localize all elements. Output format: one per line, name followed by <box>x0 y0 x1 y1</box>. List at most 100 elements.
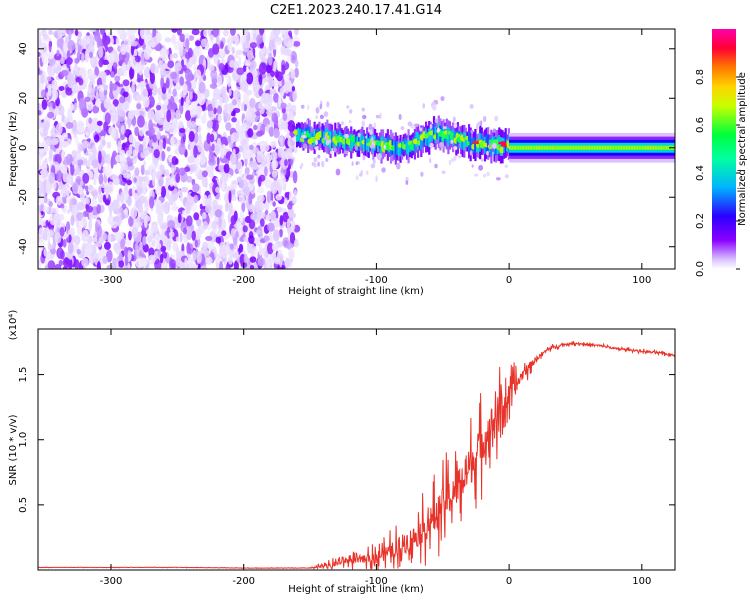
heatmap-cell <box>241 74 247 82</box>
heatmap-cell <box>396 141 399 155</box>
heatmap-cell <box>133 177 137 183</box>
heatmap-cell <box>268 102 272 113</box>
heatmap-cell <box>253 246 257 256</box>
heatmap-cell <box>305 118 309 125</box>
heatmap-cell <box>114 75 121 82</box>
heatmap-cell <box>236 161 242 170</box>
heatmap-cell <box>116 215 122 226</box>
heatmap-cell <box>494 115 499 122</box>
heatmap-cell <box>106 141 112 149</box>
heatmap-cell <box>172 52 179 59</box>
heatmap-cell <box>556 146 559 149</box>
heatmap-cell <box>201 170 208 178</box>
spectrogram-x-label: Height of straight line (km) <box>288 286 424 297</box>
heatmap-cell <box>174 40 180 51</box>
heatmap-cell <box>225 263 231 269</box>
heatmap-cell <box>202 220 208 230</box>
heatmap-cell <box>631 146 633 149</box>
heatmap-cell <box>169 53 173 61</box>
heatmap-cell <box>71 160 78 166</box>
heatmap-cell <box>588 146 591 149</box>
heatmap-cell <box>185 110 192 122</box>
heatmap-cell <box>599 146 601 149</box>
heatmap-cell <box>54 234 62 244</box>
heatmap-cell <box>118 260 125 268</box>
heatmap-cell <box>143 136 150 143</box>
heatmap-cell <box>189 91 193 101</box>
heatmap-cell <box>639 146 641 149</box>
heatmap-cell <box>38 109 42 116</box>
heatmap-cell <box>266 190 272 203</box>
heatmap-cell <box>625 146 628 149</box>
heatmap-cell <box>68 234 72 242</box>
heatmap-cell <box>54 107 60 115</box>
heatmap-cell <box>102 194 106 203</box>
heatmap-cell <box>98 46 104 59</box>
heatmap-cell <box>554 146 556 149</box>
heatmap-cell <box>67 208 71 215</box>
heatmap-cell <box>279 256 283 268</box>
heatmap-cell <box>480 158 484 162</box>
heatmap-cell <box>98 130 107 137</box>
heatmap-cell <box>138 80 147 88</box>
heatmap-cell <box>198 81 206 94</box>
heatmap-cell <box>240 138 247 146</box>
heatmap-cell <box>110 220 118 229</box>
heatmap-cell <box>137 110 145 117</box>
heatmap-cell <box>266 242 274 255</box>
heatmap-cell <box>193 194 199 204</box>
heatmap-cell <box>257 257 266 267</box>
heatmap-cell <box>145 229 153 236</box>
heatmap-cell <box>398 113 402 121</box>
x-tick-label: -300 <box>100 275 123 286</box>
heatmap-cell <box>257 186 265 194</box>
heatmap-cell <box>239 210 244 223</box>
heatmap-cell <box>106 264 114 269</box>
heatmap-cell <box>270 181 278 195</box>
heatmap-cell <box>74 66 83 77</box>
heatmap-cell <box>38 102 41 108</box>
heatmap-cell <box>229 59 236 68</box>
heatmap-cell <box>157 214 164 226</box>
heatmap-cell <box>147 95 155 108</box>
heatmap-cell <box>543 146 546 149</box>
heatmap-cell <box>160 185 167 198</box>
heatmap-cell <box>159 253 164 264</box>
heatmap-cell <box>69 199 73 212</box>
heatmap-cell <box>243 186 251 195</box>
heatmap-cell <box>104 102 112 109</box>
heatmap-cell <box>41 89 47 98</box>
heatmap-cell <box>301 134 306 139</box>
heatmap-cell <box>96 36 102 49</box>
heatmap-cell <box>39 83 44 91</box>
heatmap-cell <box>158 59 165 69</box>
heatmap-cell <box>46 101 54 107</box>
heatmap-cell <box>120 238 125 250</box>
heatmap-cell <box>42 125 47 137</box>
heatmap-cell <box>65 153 74 166</box>
heatmap-cell <box>270 140 277 149</box>
heatmap-cell <box>420 171 424 177</box>
heatmap-cell <box>88 29 97 33</box>
heatmap-cell <box>162 169 170 176</box>
heatmap-cell <box>148 126 155 136</box>
heatmap-cell <box>477 121 481 127</box>
heatmap-cell <box>504 164 509 168</box>
heatmap-cell <box>331 129 334 143</box>
heatmap-cell <box>67 73 76 87</box>
heatmap-cell <box>499 137 503 156</box>
colorbar-tick-label: 0.0 <box>695 261 706 277</box>
heatmap-cell <box>152 29 157 39</box>
heatmap-cell <box>88 117 93 124</box>
heatmap-cell <box>276 206 284 213</box>
heatmap-cell <box>420 132 423 150</box>
heatmap-cell <box>233 260 239 269</box>
heatmap-cell <box>57 213 65 221</box>
heatmap-cell <box>40 73 45 85</box>
heatmap-cell <box>319 103 323 110</box>
heatmap-cell <box>559 146 562 149</box>
heatmap-cell <box>185 202 191 215</box>
heatmap-cell <box>141 176 148 182</box>
heatmap-cell <box>50 207 55 214</box>
